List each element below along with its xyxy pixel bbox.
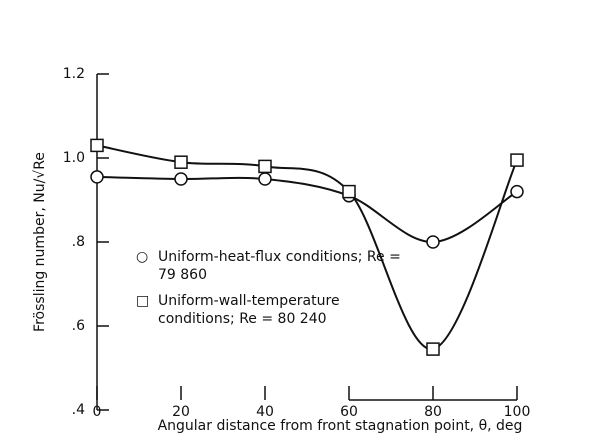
y-axis-label: Frössling number, Nu/√Re xyxy=(32,152,48,332)
legend-label: Uniform-wall-temperature conditions; Re … xyxy=(158,293,340,327)
marker xyxy=(90,138,104,153)
x-tick-label: 20 xyxy=(172,404,190,420)
marker xyxy=(510,184,524,199)
marker xyxy=(174,172,188,186)
y-tick-label: .6 xyxy=(72,318,85,334)
series-line xyxy=(96,175,518,244)
marker xyxy=(258,159,272,174)
x-tick-label: 60 xyxy=(340,404,358,420)
legend-entry: ○ Uniform-heat-flux conditions; Re = 79 8… xyxy=(136,248,408,284)
marker xyxy=(510,153,524,167)
y-tick-label: .8 xyxy=(72,234,85,250)
legend-entry: □ Uniform-wall-temperature conditions; Re… xyxy=(136,292,358,328)
marker xyxy=(426,342,440,356)
marker xyxy=(258,172,272,186)
y-tick-label: .4 xyxy=(72,402,85,418)
x-tick-label: 40 xyxy=(256,404,274,420)
legend-symbol: ○ xyxy=(136,249,149,265)
x-tick-label: 100 xyxy=(504,404,531,420)
marker xyxy=(174,155,188,169)
x-tick-label: 0 xyxy=(93,404,102,420)
legend-label: Uniform-heat-flux conditions; Re = 79 86… xyxy=(158,249,401,283)
legend-symbol: □ xyxy=(136,293,150,309)
marker xyxy=(426,235,440,249)
x-tick-label: 80 xyxy=(424,404,442,420)
marker xyxy=(90,170,104,184)
y-tick-label: 1.2 xyxy=(63,66,85,82)
x-axis-label: Angular distance from front stagnation p… xyxy=(158,418,523,434)
marker xyxy=(342,184,356,199)
y-tick-label: 1.0 xyxy=(63,150,85,166)
